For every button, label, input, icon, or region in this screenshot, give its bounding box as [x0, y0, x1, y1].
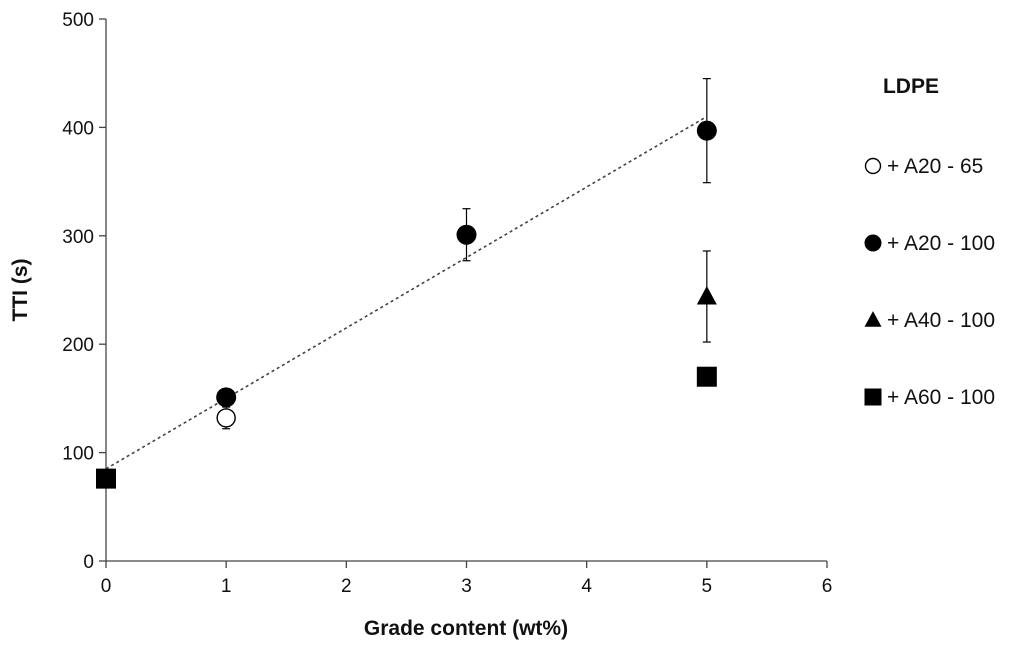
- data-point: [216, 408, 236, 428]
- x-axis-title: Grade content (wt%): [364, 617, 568, 640]
- legend-entry-label: + A60 - 100: [887, 386, 995, 409]
- y-tick-label: 100: [62, 444, 94, 465]
- y-tick-label: 500: [62, 10, 94, 31]
- data-points: [96, 120, 717, 489]
- x-tick-label: 1: [221, 576, 232, 597]
- data-point: [696, 366, 717, 387]
- legend-title: LDPE: [883, 75, 939, 98]
- legend-entry-label: + A20 - 65: [887, 155, 983, 178]
- legend-marker: [864, 388, 882, 406]
- y-tick-label: 0: [83, 552, 94, 573]
- trendline-layer: [105, 115, 708, 470]
- tick-labels: 0 100 200 300 400 500 0 1 2 3 4 5 6: [62, 10, 832, 597]
- x-tick-label: 5: [702, 576, 713, 597]
- axes: [99, 18, 828, 568]
- x-tick-label: 0: [101, 576, 112, 597]
- data-point: [96, 468, 116, 489]
- legend: LDPE + A20 - 65 + A20 - 100 + A40 - 100 + A…: [864, 75, 995, 409]
- legend-marker: [864, 311, 882, 327]
- x-tick-label: 4: [581, 576, 592, 597]
- legend-entry-label: + A40 - 100: [887, 309, 995, 332]
- y-tick-label: 200: [62, 335, 94, 356]
- linear-trendline: [105, 115, 708, 470]
- legend-marker: [864, 157, 882, 175]
- data-point: [696, 120, 717, 141]
- legend-entry-label: + A20 - 100: [887, 232, 995, 255]
- x-tick-label: 3: [461, 576, 472, 597]
- y-tick-label: 400: [62, 118, 94, 139]
- data-point: [216, 387, 237, 408]
- x-tick-label: 6: [822, 576, 833, 597]
- data-point: [456, 224, 477, 245]
- error-bars: [222, 78, 711, 430]
- y-axis-title: TTI (s): [9, 259, 32, 322]
- data-point: [696, 286, 717, 305]
- x-tick-label: 2: [341, 576, 352, 597]
- legend-marker: [864, 234, 882, 252]
- y-tick-label: 300: [62, 227, 94, 248]
